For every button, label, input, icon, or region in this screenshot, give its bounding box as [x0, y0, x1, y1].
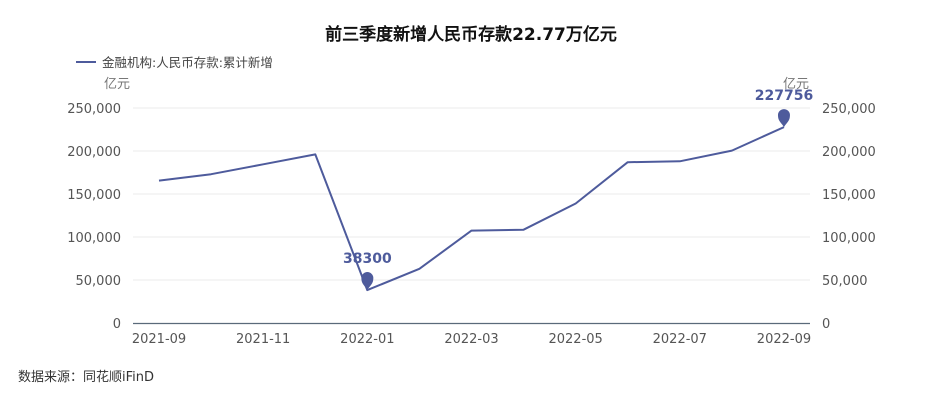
data-source: 数据来源：同花顺iFinD: [18, 370, 155, 385]
y-tick-label-right: 100,000: [822, 231, 876, 246]
annotation-label: 38300: [343, 251, 392, 267]
annotation-label: 227756: [755, 88, 813, 104]
legend-label: 金融机构:人民币存款:累计新增: [102, 55, 273, 70]
x-tick-label: 2021-11: [236, 332, 290, 347]
y-tick-label-left: 0: [113, 317, 121, 332]
y-tick-label-left: 150,000: [67, 188, 121, 203]
y-tick-label-right: 200,000: [822, 145, 876, 160]
y-axis-unit-left: 亿元: [104, 77, 131, 92]
x-tick-label: 2022-07: [653, 332, 707, 347]
x-tick-label: 2022-01: [340, 332, 394, 347]
legend-swatch: [76, 60, 96, 63]
x-tick-label: 2021-09: [132, 332, 186, 347]
legend[interactable]: 金融机构:人民币存款:累计新增: [76, 52, 273, 71]
y-tick-label-right: 250,000: [822, 102, 876, 117]
y-axis-unit-right: 亿元: [783, 77, 810, 92]
series-line: [158, 126, 785, 292]
x-tick-label: 2022-05: [548, 332, 602, 347]
x-tick-label: 2022-09: [757, 332, 811, 347]
y-tick-label-left: 250,000: [67, 102, 121, 117]
y-tick-label-right: 0: [822, 317, 830, 332]
y-tick-label-right: 50,000: [822, 274, 868, 289]
annotation-marker: [361, 272, 374, 291]
y-tick-label-left: 50,000: [76, 274, 122, 289]
y-tick-label-left: 200,000: [67, 145, 121, 160]
x-tick-label: 2022-03: [444, 332, 498, 347]
y-tick-label-right: 150,000: [822, 188, 876, 203]
y-tick-label-left: 100,000: [67, 231, 121, 246]
chart-title: 前三季度新增人民币存款22.77万亿元: [325, 25, 617, 45]
annotation-marker: [777, 109, 790, 128]
